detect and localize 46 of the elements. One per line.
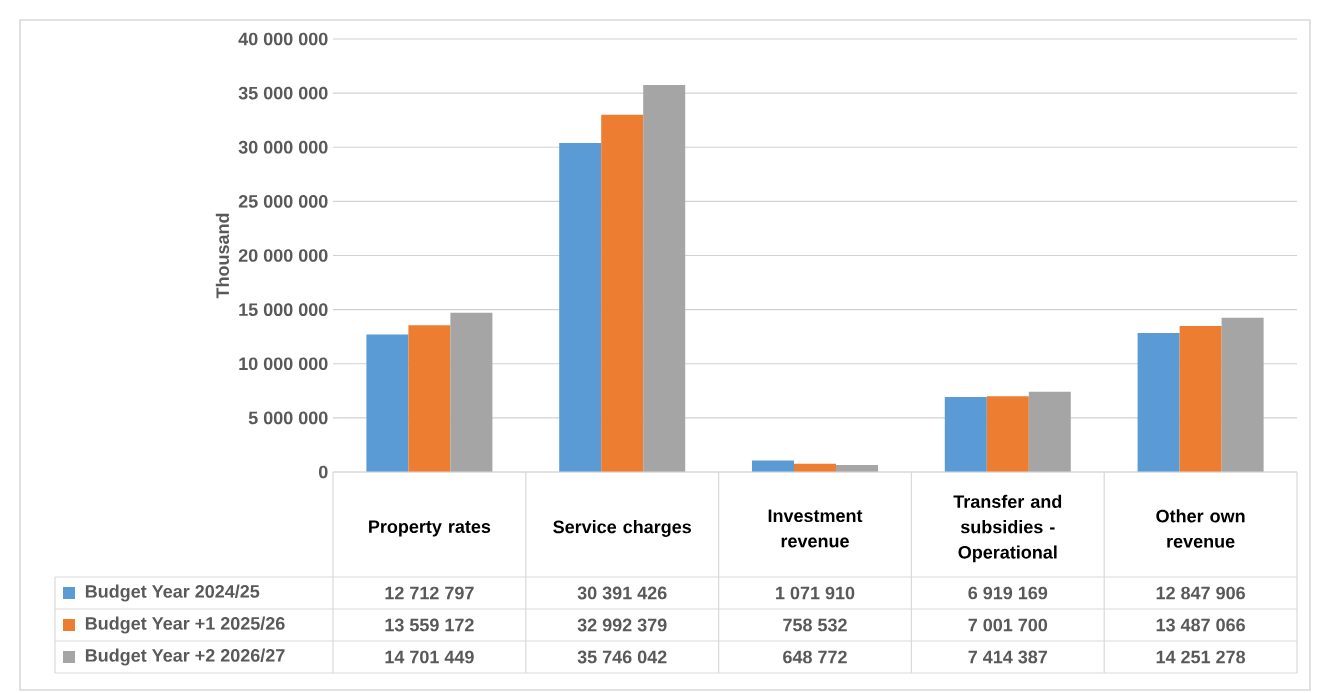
bar [366,334,409,472]
data-label: 1 071 910 [776,586,855,600]
data-label: 13 559 172 [385,618,474,632]
bar [1179,326,1222,472]
bar [944,397,987,472]
data-label: 13 487 066 [1156,618,1245,632]
x-tick-label: Other own revenue [1156,509,1245,548]
bar [1137,332,1180,472]
data-label: 758 532 [783,618,847,632]
bar [986,396,1029,472]
x-tick-label: Service charges [553,520,691,537]
legend-label: Budget Year +1 2025/26 [85,616,285,634]
y-tick-label: 30 000 000 [238,140,328,154]
data-label: 7 414 387 [968,650,1048,664]
y-tick-label: 35 000 000 [238,86,328,100]
bar [559,143,602,472]
bar [450,312,493,472]
data-label: 14 251 278 [1156,650,1246,664]
data-label: 32 992 379 [577,618,667,632]
x-tick-label: Transfer and subsidies - Operational [953,494,1062,563]
x-tick-label: Investment revenue [768,509,863,548]
data-label: 14 701 449 [385,650,474,664]
bar [1028,391,1071,472]
bar [1221,317,1264,472]
y-tick-label: 0 [318,465,328,479]
data-label: 12 712 797 [385,586,474,600]
y-tick-label: 25 000 000 [238,195,328,208]
bar [408,325,451,472]
y-tick-label: 5 000 000 [248,411,328,425]
bar [643,85,686,472]
bar [752,460,794,472]
data-label: 35 746 042 [577,650,667,664]
y-tick-label: 15 000 000 [239,303,328,316]
data-label: 6 919 169 [968,586,1048,600]
data-label: 648 772 [783,650,847,664]
bar [601,114,644,472]
legend-label: Budget Year +2 2026/27 [85,648,285,666]
y-tick-label: 40 000 000 [238,32,328,46]
y-tick-label: 10 000 000 [239,357,328,371]
data-label: 12 847 906 [1156,586,1245,600]
data-label: 7 001 700 [968,618,1048,632]
y-tick-label: 20 000 000 [238,249,328,262]
data-label: 30 391 426 [577,586,667,600]
legend-label: Budget Year 2024/25 [85,584,260,602]
x-tick-label: Property rates [369,520,491,537]
y-axis-title: Thousand [215,213,230,299]
